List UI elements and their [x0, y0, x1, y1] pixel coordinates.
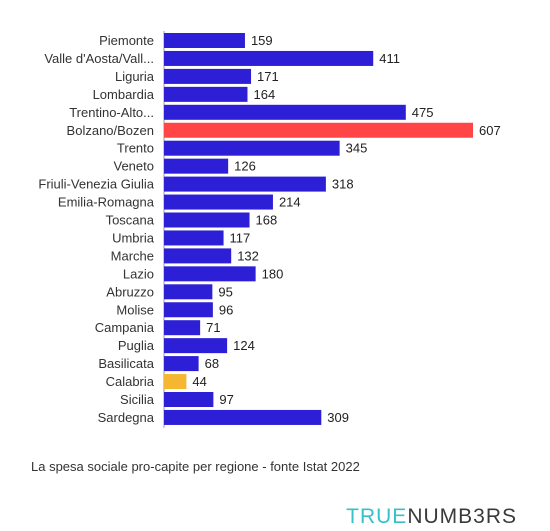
bar	[164, 122, 473, 138]
value-label: 97	[219, 392, 233, 407]
category-label: Marche	[111, 248, 154, 263]
bar-chart: Piemonte 159 Valle d'Aosta/Vall... 411 Ligur…	[38, 31, 501, 428]
category-label: Puglia	[118, 338, 155, 353]
bar	[164, 230, 224, 246]
value-label: 124	[233, 338, 255, 353]
bar	[164, 158, 229, 174]
category-label: Trento	[117, 141, 154, 156]
bar	[164, 86, 248, 102]
value-label: 117	[230, 230, 251, 245]
bar	[164, 338, 228, 354]
category-label: Lazio	[123, 266, 154, 281]
value-label: 44	[192, 374, 206, 389]
category-label: Veneto	[114, 159, 155, 174]
bar	[164, 212, 250, 228]
category-label: Sardegna	[98, 410, 155, 425]
value-label: 214	[279, 195, 301, 210]
brand-logo: TRUENUMB3RS	[346, 505, 517, 529]
value-label: 71	[206, 320, 220, 335]
category-label: Basilicata	[98, 356, 154, 371]
bar	[164, 409, 322, 425]
bar	[164, 68, 252, 84]
category-label: Molise	[116, 302, 154, 317]
bar	[164, 140, 340, 156]
bars-group: Piemonte 159 Valle d'Aosta/Vall... 411 Ligur…	[38, 33, 501, 425]
value-label: 475	[412, 105, 434, 120]
category-label: Abruzzo	[106, 284, 154, 299]
category-label: Emilia-Romagna	[58, 195, 155, 210]
value-label: 126	[234, 159, 256, 174]
value-label: 168	[256, 213, 278, 228]
value-label: 180	[262, 266, 284, 281]
category-label: Trentino-Alto...	[69, 105, 154, 120]
bar	[164, 284, 213, 300]
bar	[164, 320, 201, 336]
brand-part-1: TRUE	[346, 505, 408, 528]
bar	[164, 176, 326, 192]
category-label: Toscana	[106, 213, 155, 228]
bar	[164, 104, 406, 120]
bar	[164, 374, 187, 390]
bar	[164, 50, 374, 66]
value-label: 607	[479, 123, 501, 138]
category-label: Friuli-Venezia Giulia	[38, 177, 154, 192]
brand-part-2: NUMB3RS	[407, 505, 517, 528]
category-label: Calabria	[106, 374, 155, 389]
bar	[164, 194, 273, 210]
category-label: Bolzano/Bozen	[67, 123, 154, 138]
bar	[164, 248, 232, 264]
value-label: 68	[205, 356, 219, 371]
category-label: Valle d'Aosta/Vall...	[44, 51, 154, 66]
value-label: 318	[332, 177, 354, 192]
chart-caption: La spesa sociale pro-capite per regione …	[31, 459, 360, 474]
value-label: 309	[327, 410, 349, 425]
value-label: 95	[218, 284, 232, 299]
bar	[164, 302, 213, 318]
bar	[164, 356, 199, 372]
category-label: Campania	[95, 320, 155, 335]
value-label: 132	[237, 248, 259, 263]
bar	[164, 392, 214, 407]
category-label: Liguria	[115, 69, 155, 84]
value-label: 164	[253, 87, 275, 102]
value-label: 96	[219, 302, 233, 317]
category-label: Lombardia	[93, 87, 155, 102]
category-label: Sicilia	[120, 392, 155, 407]
value-label: 159	[251, 33, 273, 48]
bar	[164, 266, 256, 282]
bar	[164, 33, 245, 48]
category-label: Piemonte	[99, 33, 154, 48]
value-label: 171	[257, 69, 279, 84]
value-label: 411	[379, 51, 400, 66]
category-label: Umbria	[112, 230, 155, 245]
value-label: 345	[346, 141, 368, 156]
